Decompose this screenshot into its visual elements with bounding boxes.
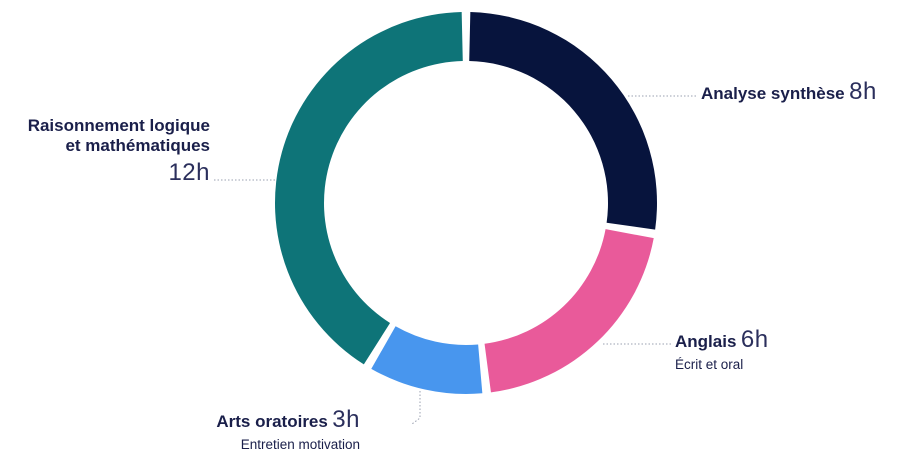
slice-name-raisonnement-line1: Raisonnement logique bbox=[27, 116, 210, 135]
slice-value-analyse: 8h bbox=[849, 78, 877, 105]
slice-label-arts: Arts oratoires 3h Entretien motivation bbox=[190, 406, 360, 452]
slice-value-anglais: 6h bbox=[740, 326, 769, 353]
slice-sublabel-arts: Entretien motivation bbox=[240, 436, 360, 452]
donut-slice-analyse bbox=[469, 12, 658, 230]
slice-value-raisonnement: 12h bbox=[168, 159, 210, 187]
slice-name-analyse: Analyse synthèse bbox=[701, 84, 845, 103]
slice-label-anglais: Anglais 6h Écrit et oral bbox=[675, 326, 769, 372]
donut-slice-arts bbox=[371, 326, 483, 394]
slice-name-arts: Arts oratoires bbox=[216, 412, 328, 431]
slice-value-arts: 3h bbox=[332, 406, 360, 433]
slice-name-raisonnement-line2: et mathématiques bbox=[65, 135, 210, 155]
leader-line-arts bbox=[411, 391, 421, 425]
donut-slice-anglais bbox=[484, 229, 654, 393]
donut-slice-raisonnement bbox=[274, 12, 463, 365]
slice-name-anglais: Anglais bbox=[675, 332, 737, 351]
donut-slices bbox=[274, 12, 658, 394]
slice-label-analyse: Analyse synthèse 8h bbox=[701, 78, 877, 106]
leader-lines bbox=[214, 95, 698, 425]
slice-sublabel-anglais: Écrit et oral bbox=[675, 356, 744, 372]
slice-label-raisonnement: Raisonnement logique et mathématiques 12… bbox=[0, 116, 210, 187]
